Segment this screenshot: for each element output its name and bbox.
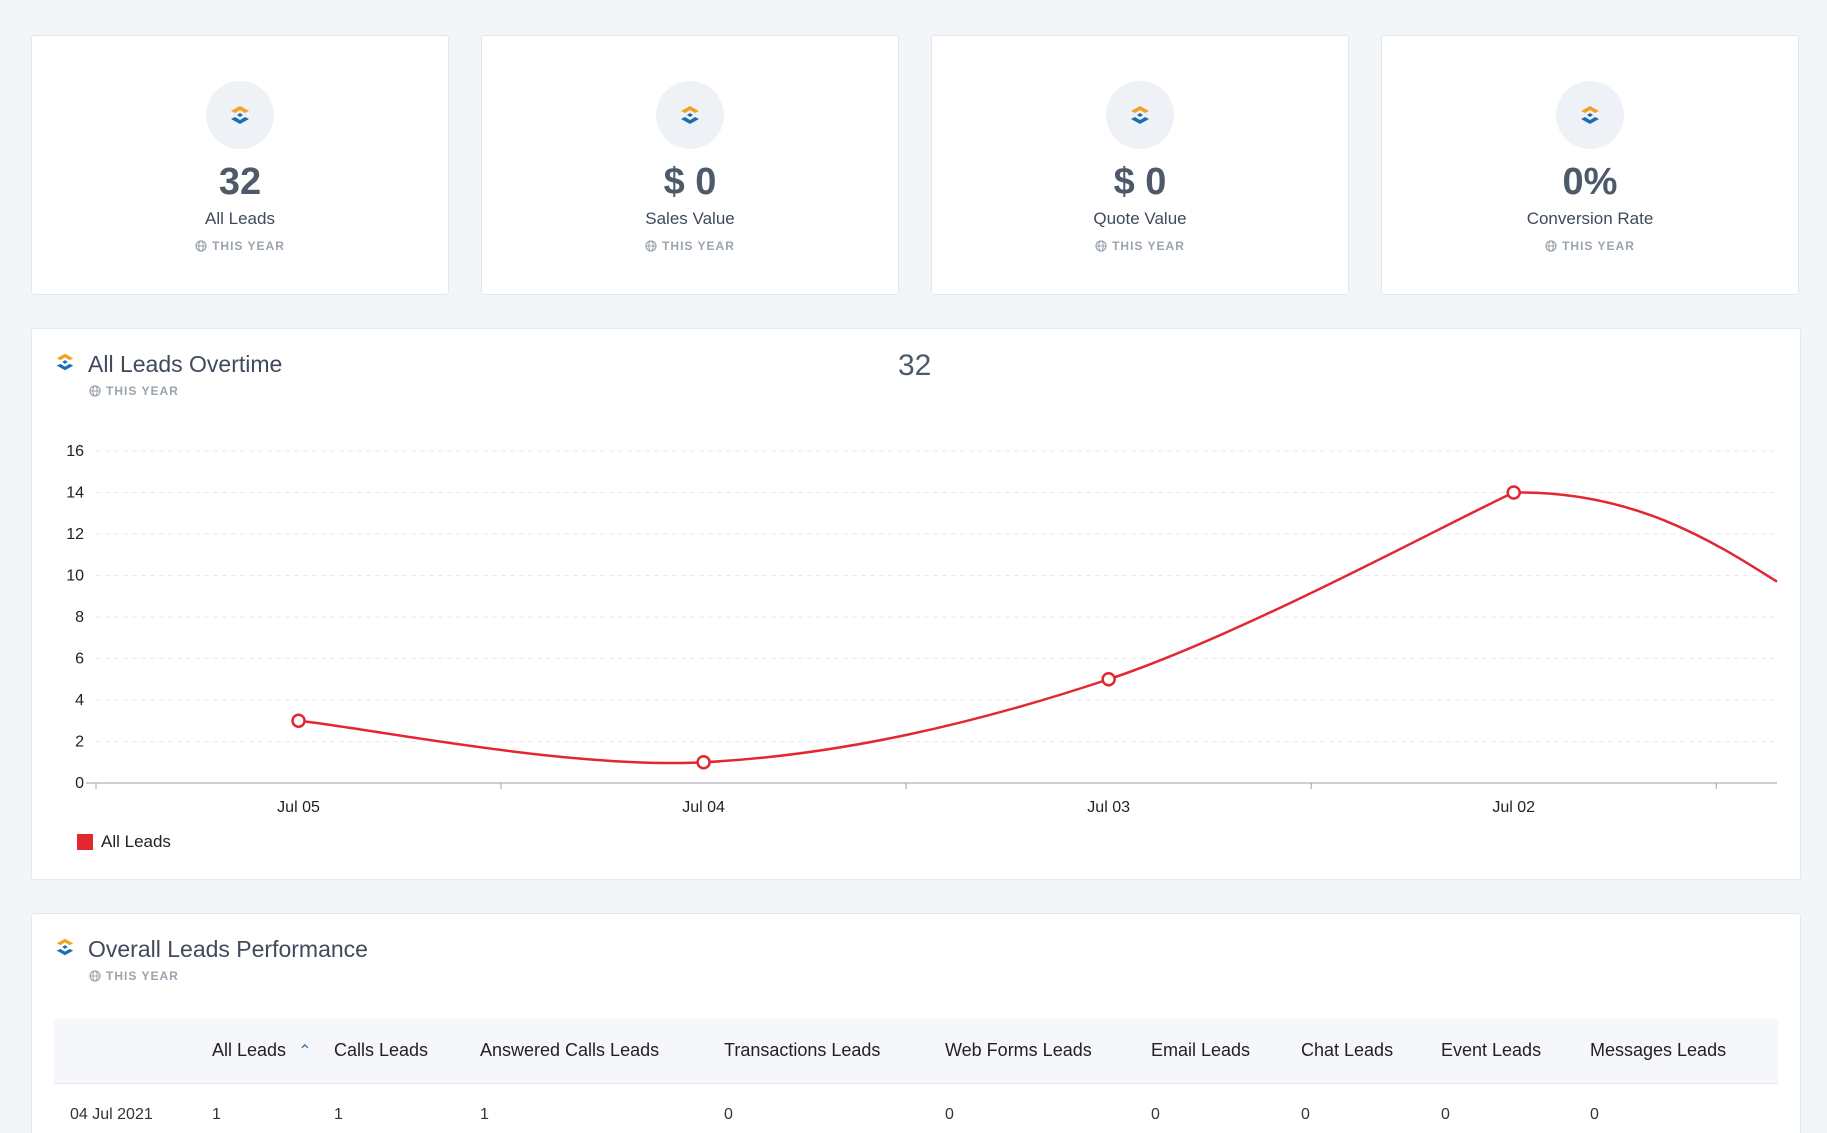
column-header-email-leads[interactable]: Email Leads	[1151, 1019, 1301, 1084]
panel-title: Overall Leads Performance	[88, 936, 368, 962]
x-tick-label: Jul 03	[1087, 799, 1130, 816]
chart-total: 32	[898, 349, 932, 382]
y-tick-label: 6	[75, 651, 84, 668]
y-tick-label: 16	[66, 443, 84, 460]
stat-value: $ 0	[663, 161, 717, 203]
panel-title: All Leads Overtime	[88, 351, 283, 377]
x-tick-label: Jul 05	[277, 799, 320, 816]
stat-label: Sales Value	[645, 209, 735, 228]
column-header-calls-leads[interactable]: Calls Leads	[334, 1019, 480, 1084]
column-header-date	[54, 1019, 212, 1084]
y-tick-label: 2	[75, 734, 84, 751]
period-label: THIS YEAR	[106, 969, 179, 983]
stat-label: Quote Value	[1093, 209, 1187, 228]
globe-icon	[195, 240, 207, 252]
data-point[interactable]	[1101, 672, 1116, 687]
line-chart: 0 2 4 6 8 10 12 14 16 Jul 05 Jul 04 Jul 03 Jul 02	[66, 443, 1778, 816]
column-header-transactions-leads[interactable]: Transactions Leads	[724, 1019, 945, 1084]
leads-logo-icon	[1106, 81, 1174, 149]
column-header-event-leads[interactable]: Event Leads	[1441, 1019, 1590, 1084]
stat-card-all-leads: 32 All Leads THIS YEAR	[31, 35, 449, 295]
column-header-answered-calls-leads[interactable]: Answered Calls Leads	[480, 1019, 724, 1084]
cell-answered-calls-leads: 1	[480, 1106, 489, 1124]
performance-table: All Leads ⌃ Calls Leads Answered Calls Le…	[54, 1019, 1778, 1133]
table-row: 04 Jul 2021 1 1 1 0 0 0 0 0 0	[54, 1083, 1778, 1133]
y-tick-label: 10	[66, 568, 84, 585]
leads-logo-icon	[656, 81, 724, 149]
y-tick-label: 4	[75, 692, 84, 709]
y-tick-label: 14	[66, 485, 84, 502]
cell-transactions-leads: 0	[724, 1106, 733, 1124]
stat-value: 32	[218, 161, 262, 203]
x-tick-label: Jul 02	[1492, 799, 1535, 816]
period-badge: THIS YEAR	[1095, 239, 1185, 253]
period-label: THIS YEAR	[1562, 239, 1635, 253]
column-header-messages-leads[interactable]: Messages Leads	[1590, 1019, 1778, 1084]
cell-calls-leads: 1	[334, 1106, 343, 1124]
leads-logo-icon	[54, 936, 76, 963]
period-badge: THIS YEAR	[645, 239, 735, 253]
data-point[interactable]	[291, 713, 306, 728]
globe-icon	[89, 385, 101, 397]
overtime-panel: All Leads Overtime THIS YEAR 32 0 2 4 6 8 10 1…	[31, 328, 1801, 880]
cell-messages-leads: 0	[1590, 1106, 1599, 1124]
globe-icon	[1095, 240, 1107, 252]
sort-asc-icon[interactable]: ⌃	[298, 1043, 312, 1061]
stat-label: Conversion Rate	[1526, 209, 1654, 228]
leads-logo-icon	[54, 351, 76, 378]
legend-swatch	[77, 834, 93, 850]
period-label: THIS YEAR	[662, 239, 735, 253]
x-tick-label: Jul 04	[682, 799, 725, 816]
period-badge: THIS YEAR	[89, 969, 179, 983]
cell-chat-leads: 0	[1301, 1106, 1310, 1124]
period-label: THIS YEAR	[1112, 239, 1185, 253]
y-tick-label: 12	[66, 526, 84, 543]
period-badge: THIS YEAR	[1545, 239, 1635, 253]
stat-value: 0%	[1562, 161, 1618, 203]
stat-value: $ 0	[1113, 161, 1167, 203]
overtime-header: All Leads Overtime THIS YEAR	[54, 351, 282, 402]
y-tick-label: 0	[75, 775, 84, 792]
leads-logo-icon	[206, 81, 274, 149]
y-tick-label: 8	[75, 609, 84, 626]
stat-card-conversion-rate: 0% Conversion Rate THIS YEAR	[1381, 35, 1799, 295]
data-point[interactable]	[1506, 485, 1521, 500]
series-line	[298, 491, 1778, 765]
stat-label: All Leads	[205, 209, 275, 228]
column-header-web-forms-leads[interactable]: Web Forms Leads	[945, 1019, 1151, 1084]
globe-icon	[89, 970, 101, 982]
performance-panel: Overall Leads Performance THIS YEAR All …	[31, 913, 1801, 1133]
column-header-all-leads[interactable]: All Leads ⌃	[212, 1019, 334, 1084]
chart-legend[interactable]: All Leads	[77, 832, 171, 852]
cell-email-leads: 0	[1151, 1106, 1160, 1124]
globe-icon	[1545, 240, 1557, 252]
cell-date: 04 Jul 2021	[70, 1106, 153, 1124]
globe-icon	[645, 240, 657, 252]
table-header-row: All Leads ⌃ Calls Leads Answered Calls Le…	[54, 1019, 1778, 1084]
stat-card-sales-value: $ 0 Sales Value THIS YEAR	[481, 35, 899, 295]
leads-logo-icon	[1556, 81, 1624, 149]
period-badge: THIS YEAR	[89, 384, 179, 398]
cell-all-leads: 1	[212, 1106, 221, 1124]
legend-label: All Leads	[101, 832, 171, 851]
column-header-chat-leads[interactable]: Chat Leads	[1301, 1019, 1441, 1084]
stat-card-quote-value: $ 0 Quote Value THIS YEAR	[931, 35, 1349, 295]
performance-header: Overall Leads Performance THIS YEAR	[54, 936, 368, 987]
cell-web-forms-leads: 0	[945, 1106, 954, 1124]
period-label: THIS YEAR	[212, 239, 285, 253]
period-badge: THIS YEAR	[195, 239, 285, 253]
cell-event-leads: 0	[1441, 1106, 1450, 1124]
data-point[interactable]	[696, 755, 711, 770]
period-label: THIS YEAR	[106, 384, 179, 398]
